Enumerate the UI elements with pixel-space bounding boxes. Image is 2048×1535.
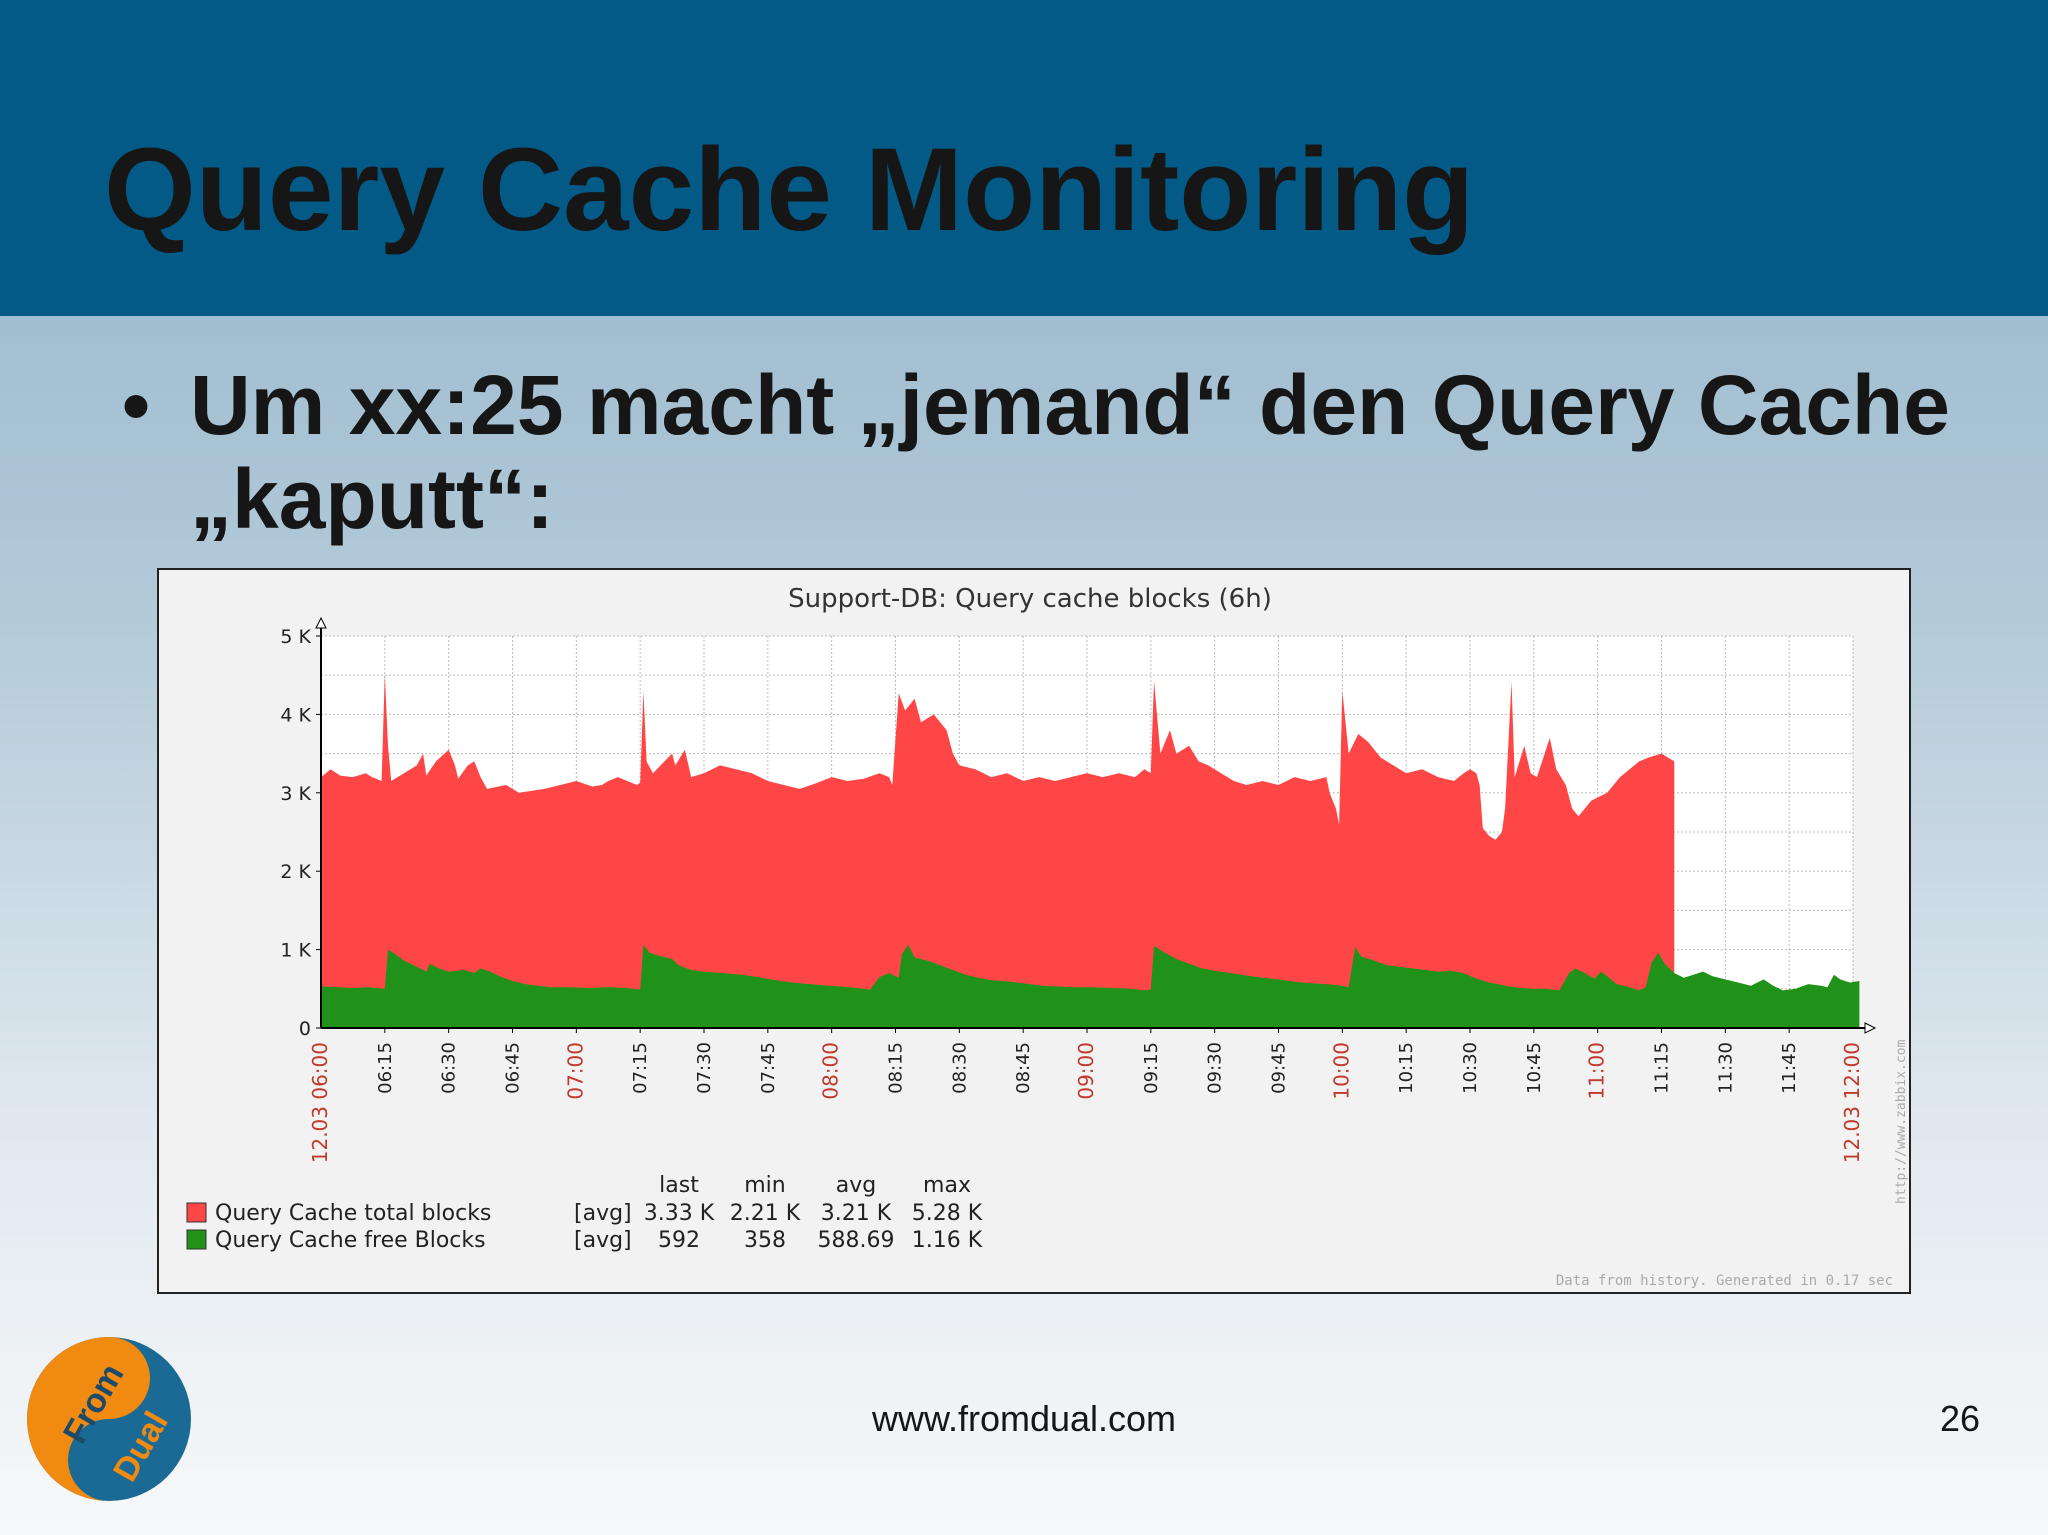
x-tick-label: 07:45: [758, 1042, 779, 1094]
x-tick-label: 06:45: [503, 1042, 524, 1094]
legend-header-avg: avg: [836, 1173, 876, 1198]
bullet-line-1: Um xx:25 macht „jemand“ den Query Cache: [190, 358, 1950, 452]
fromdual-logo: From Dual: [24, 1334, 194, 1509]
legend-value: 1.16 K: [912, 1228, 983, 1253]
page-number: 26: [1939, 1398, 1980, 1439]
x-tick-label: 07:15: [630, 1042, 651, 1094]
legend-value: 5.28 K: [912, 1201, 983, 1226]
x-axis-arrow: [1864, 1022, 1877, 1034]
x-axis-ticks: 12.03 06:00 06:15 06:30 06:45 07:00 07:15 07:3…: [308, 1028, 1864, 1163]
legend-func: [avg]: [574, 1228, 632, 1253]
area-total-blocks: [321, 673, 1675, 1028]
y-axis-ticks: 0 1 K 2 K 3 K 4 K 5 K: [280, 626, 321, 1040]
legend-value: 588.69: [818, 1228, 895, 1253]
area-free-blocks: [321, 944, 1860, 1028]
legend-header-min: min: [744, 1173, 786, 1198]
x-tick-label: 10:00: [1329, 1042, 1353, 1100]
x-tick-label: 11:45: [1779, 1042, 1800, 1094]
slide-title: Query Cache Monitoring: [104, 124, 1475, 256]
y-tick-label: 3 K: [280, 783, 311, 805]
y-tick-label: 1 K: [280, 940, 311, 962]
legend-value: 358: [744, 1228, 786, 1253]
chart-watermark: http://www.zabbix.com: [1894, 1039, 1909, 1204]
chart-svg: Support-DB: Query cache blocks (6h) 0 1 K…: [186, 584, 1909, 1289]
x-tick-label: 09:30: [1205, 1042, 1226, 1094]
legend-value: 2.21 K: [730, 1201, 801, 1226]
legend-swatch: [186, 1202, 207, 1223]
chart-legend: last min avg max Query Cache total blocks [av…: [186, 1173, 983, 1253]
x-tick-label: 10:15: [1396, 1042, 1417, 1094]
legend-func: [avg]: [574, 1201, 632, 1226]
y-tick-label: 0: [299, 1018, 311, 1040]
y-tick-label: 4 K: [280, 704, 311, 726]
legend-series-name: Query Cache free Blocks: [215, 1228, 486, 1253]
y-tick-label: 5 K: [280, 626, 311, 648]
x-tick-label: 11:00: [1585, 1042, 1609, 1100]
x-tick-label: 08:45: [1013, 1042, 1034, 1094]
legend-value: 3.21 K: [821, 1201, 892, 1226]
bullet-text: Um xx:25 macht „jemand“ den Query Cache …: [190, 358, 1990, 546]
x-start-label: 12.03 06:00: [308, 1042, 332, 1163]
bullet-line-2: „kaputt“:: [190, 452, 554, 546]
x-tick-label: 08:15: [886, 1042, 907, 1094]
chart-footer-note: Data from history. Generated in 0.17 sec: [1556, 1273, 1893, 1289]
legend-swatch: [186, 1229, 207, 1250]
chart-areas: [321, 673, 1860, 1028]
bullet-marker: •: [122, 361, 151, 450]
slide-header: [0, 0, 2048, 316]
x-tick-label: 07:30: [694, 1042, 715, 1094]
x-tick-label: 10:45: [1524, 1042, 1545, 1094]
legend-value: 592: [658, 1228, 700, 1253]
x-end-label: 12.03 12:00: [1840, 1042, 1864, 1163]
x-tick-label: 06:15: [375, 1042, 396, 1094]
legend-value: 3.33 K: [644, 1201, 715, 1226]
x-tick-label: 06:30: [439, 1042, 460, 1094]
legend-header-max: max: [923, 1173, 971, 1198]
legend-header-last: last: [659, 1173, 699, 1198]
chart-title: Support-DB: Query cache blocks (6h): [788, 584, 1272, 614]
y-axis-arrow: [315, 616, 327, 629]
x-tick-label: 08:00: [819, 1042, 843, 1100]
y-tick-label: 2 K: [280, 861, 311, 883]
x-tick-label: 07:00: [563, 1042, 587, 1100]
zabbix-graph: Support-DB: Query cache blocks (6h) 0 1 K…: [157, 568, 1911, 1294]
x-tick-label: 09:15: [1141, 1042, 1162, 1094]
x-tick-label: 08:30: [949, 1042, 970, 1094]
x-tick-label: 11:30: [1715, 1042, 1736, 1094]
legend-series-name: Query Cache total blocks: [215, 1201, 491, 1226]
footer-url: www.fromdual.com: [871, 1398, 1177, 1439]
x-tick-label: 10:30: [1460, 1042, 1481, 1094]
x-tick-label: 09:45: [1269, 1042, 1290, 1094]
x-tick-label: 11:15: [1652, 1042, 1673, 1094]
x-tick-label: 09:00: [1074, 1042, 1098, 1100]
chart-axes: [315, 616, 1877, 1034]
